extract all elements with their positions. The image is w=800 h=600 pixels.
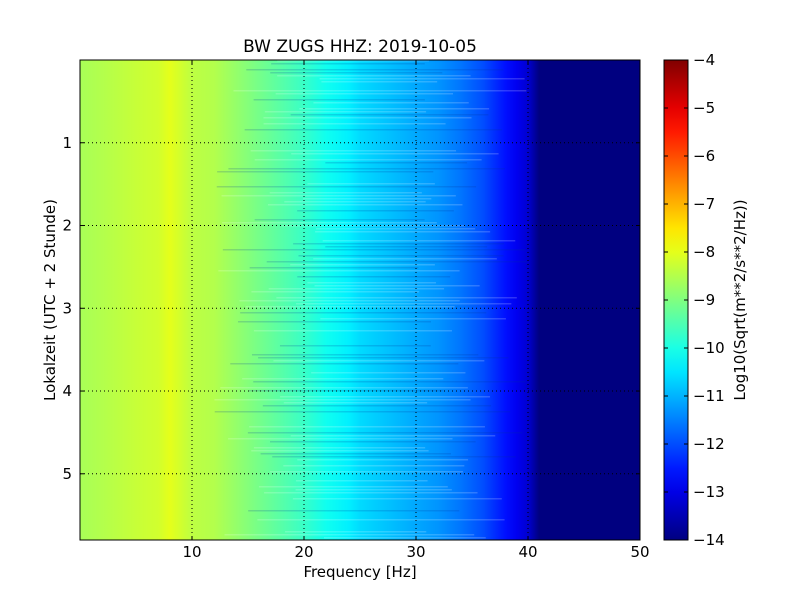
colorbar-tick-label: −6 (693, 147, 715, 165)
y-axis: 1 2 3 4 5 (62, 134, 640, 483)
colorbar-tick-label: −7 (693, 195, 715, 213)
grid-lines (80, 60, 640, 540)
y-tick-label: 3 (62, 299, 72, 317)
colorbar-tick-label: −5 (693, 99, 715, 117)
y-tick-label: 1 (62, 134, 72, 152)
colorbar-tick-label: −13 (693, 483, 725, 501)
colorbar-label: Log10(Sqrt(m**2/s**2/Hz)) (731, 199, 749, 400)
x-tick-label: 50 (630, 543, 649, 561)
x-tick-label: 30 (406, 543, 425, 561)
x-tick-label: 20 (294, 543, 313, 561)
x-axis: 10 20 30 40 50 (182, 60, 650, 561)
spectrogram-image (80, 60, 640, 540)
spectrogram-texture (214, 60, 527, 539)
colorbar-tick-label: −12 (693, 435, 725, 453)
y-tick-label: 2 (62, 217, 72, 235)
x-tick-label: 10 (182, 543, 201, 561)
y-tick-label: 4 (62, 382, 72, 400)
colorbar: −4 −5 −6 −7 −8 −9 −10 −11 −12 −13 −14 (663, 51, 725, 549)
colorbar-tick-label: −9 (693, 291, 715, 309)
colorbar-tick-label: −4 (693, 51, 715, 69)
x-axis-label: Frequency [Hz] (303, 563, 416, 581)
plot-area (79, 59, 641, 541)
y-axis-label: Lokalzeit (UTC + 2 Stunde) (41, 199, 59, 401)
colorbar-tick-label: −11 (693, 387, 725, 405)
colorbar-tick-label: −14 (693, 531, 725, 549)
x-tick-label: 40 (518, 543, 537, 561)
y-tick-label: 5 (62, 465, 72, 483)
colorbar-tick-label: −10 (693, 339, 725, 357)
colorbar-tick-label: −8 (693, 243, 715, 261)
chart-title: BW ZUGS HHZ: 2019-10-05 (243, 37, 477, 57)
